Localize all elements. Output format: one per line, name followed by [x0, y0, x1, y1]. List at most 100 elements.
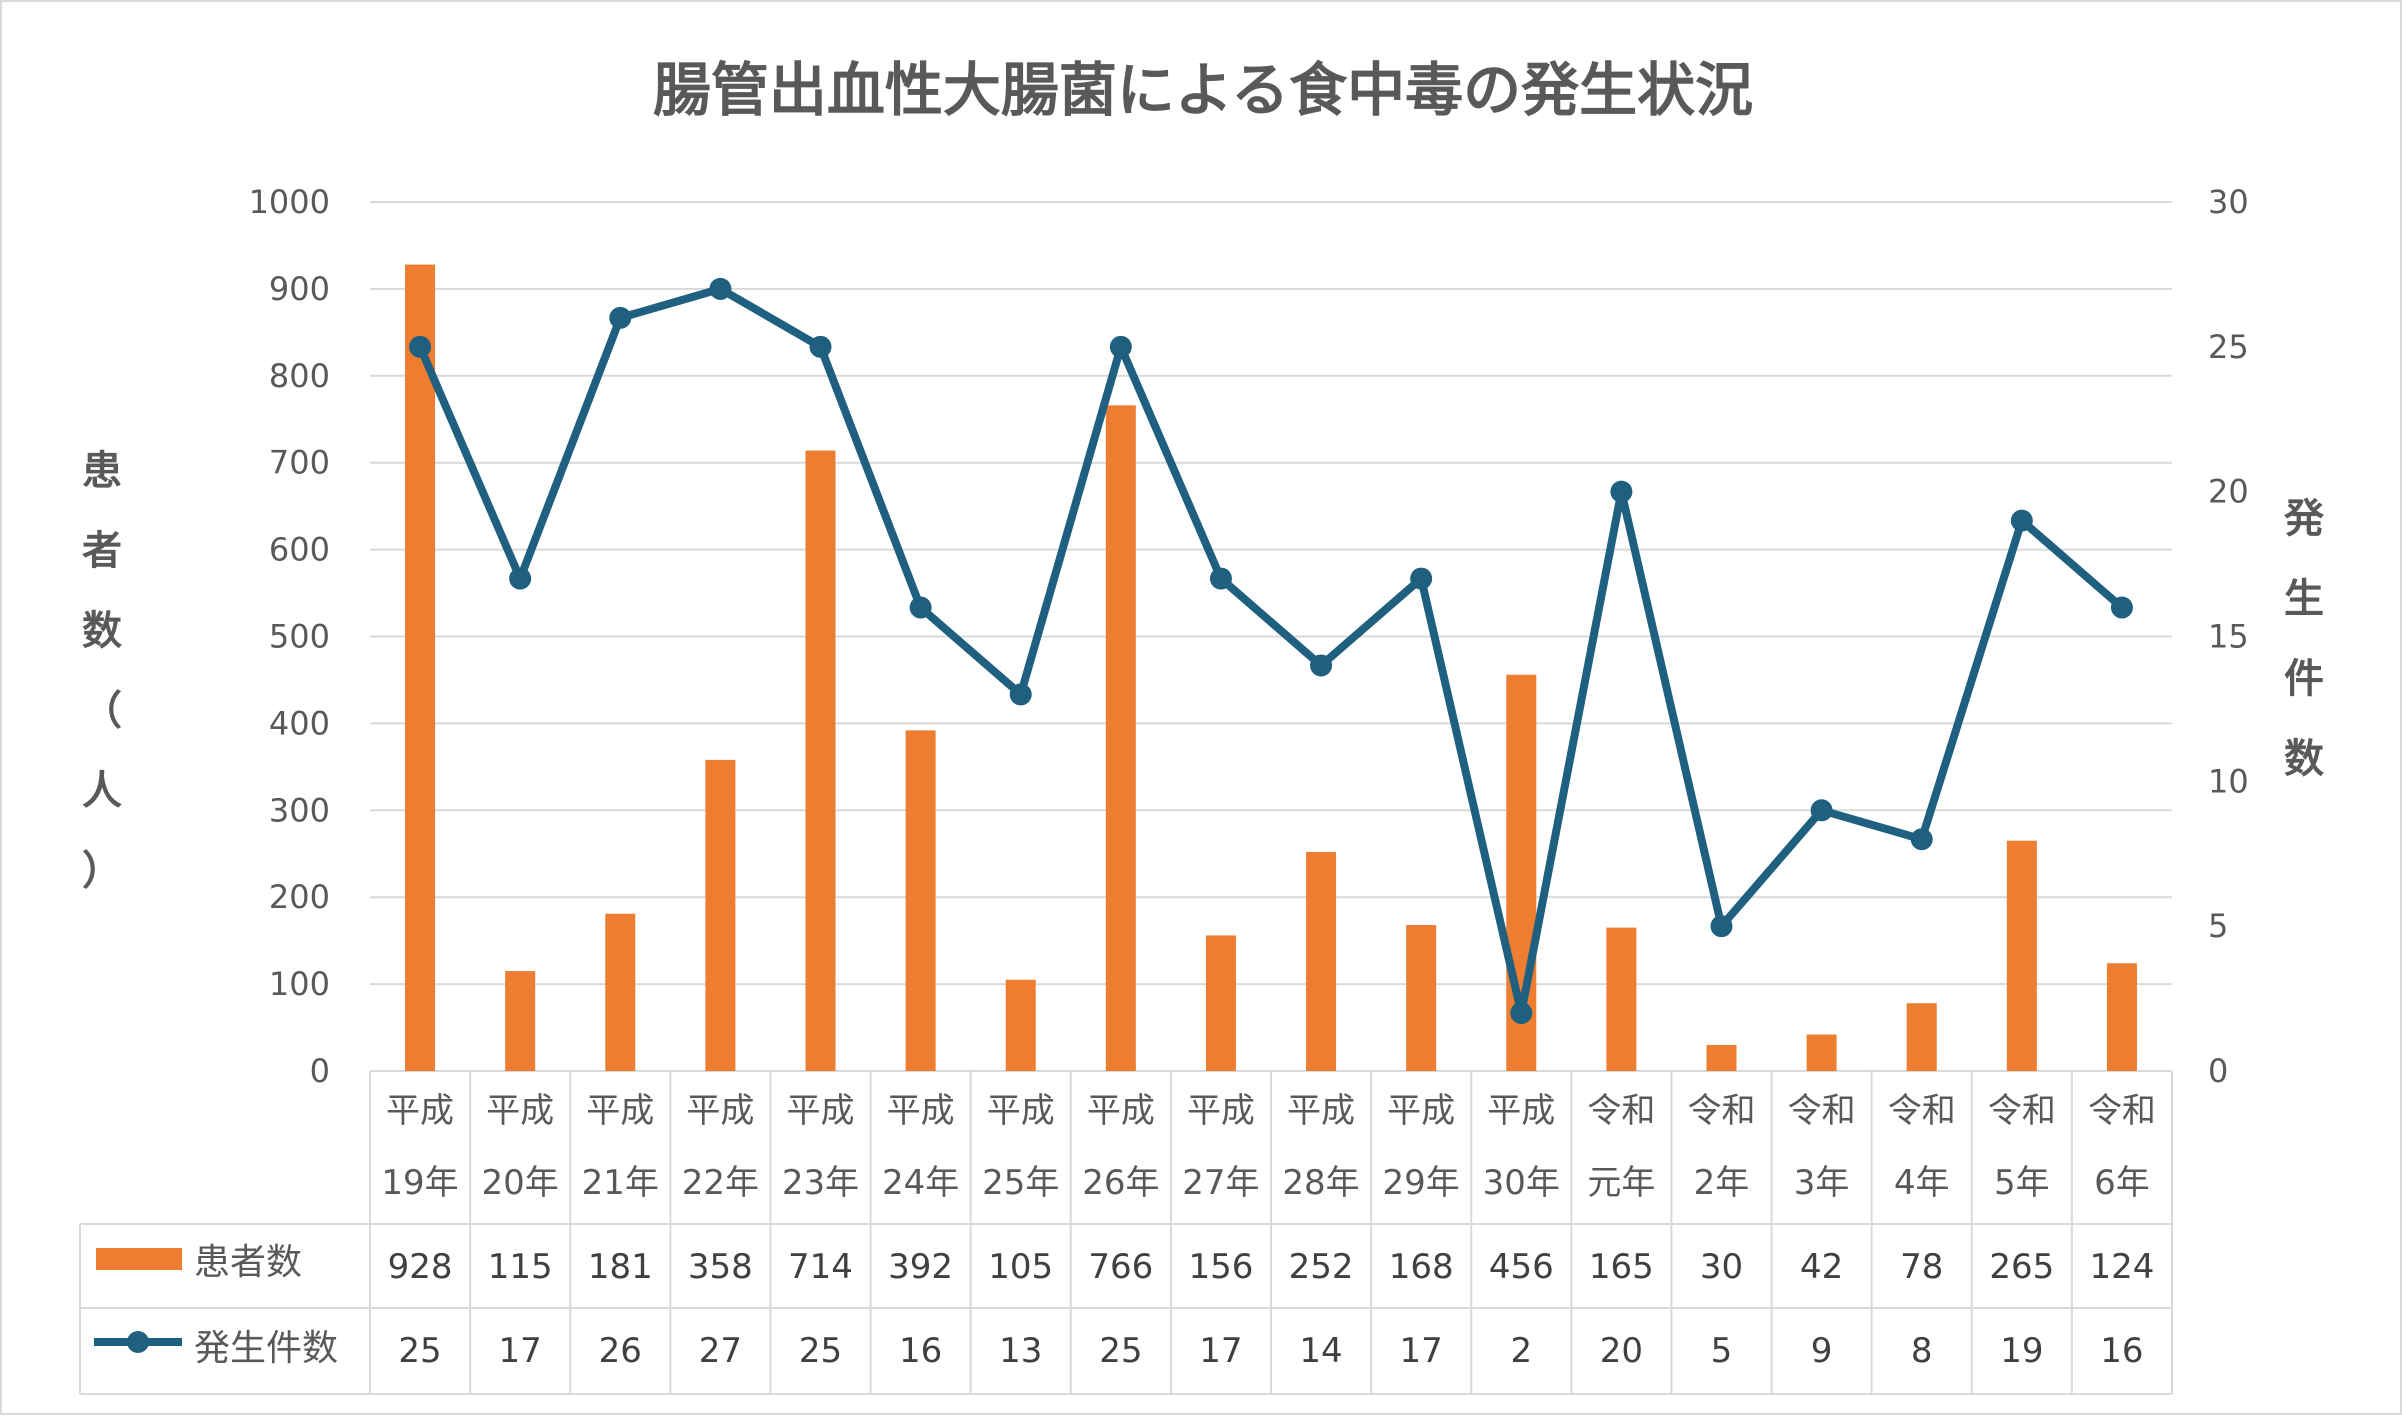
table-cell-incidents: 26 [599, 1331, 642, 1371]
left-tick-label: 1000 [249, 183, 330, 221]
table-cell-incidents: 2 [1510, 1331, 1532, 1371]
category-label: 4年 [1894, 1163, 1950, 1203]
table-cell-incidents: 16 [899, 1331, 942, 1371]
category-label: 平成 [987, 1091, 1055, 1131]
bar [1806, 1034, 1837, 1071]
line-point [1710, 915, 1733, 938]
category-label: 5年 [1994, 1163, 2050, 1203]
category-label: 26年 [1082, 1163, 1159, 1203]
right-axis-title-char: 数 [2284, 736, 2324, 782]
category-label: 22年 [682, 1163, 759, 1203]
bar [1606, 927, 1637, 1071]
category-label: 平成 [1487, 1091, 1555, 1131]
legend-label-bar: 患者数 [194, 1242, 302, 1283]
table-cell-patients: 30 [1700, 1247, 1743, 1287]
category-label: 2年 [1694, 1163, 1750, 1203]
table-cell-patients: 252 [1289, 1247, 1354, 1287]
bar [1706, 1044, 1737, 1071]
right-tick-label: 25 [2208, 328, 2249, 366]
right-axis-title: 発生件数 [2284, 496, 2325, 782]
table-cell-patients: 165 [1589, 1247, 1654, 1287]
category-label: 23年 [782, 1163, 859, 1203]
table-cell-incidents: 25 [398, 1331, 441, 1371]
bar [405, 264, 436, 1071]
left-axis-title-char: 数 [82, 608, 122, 654]
table-cell-patients: 265 [1989, 1247, 2054, 1287]
category-label: 平成 [686, 1091, 754, 1131]
legend-key-marker [127, 1331, 149, 1353]
category-label: 平成 [586, 1091, 654, 1131]
bar [1406, 925, 1437, 1071]
left-tick-label: 400 [269, 704, 330, 742]
table-cell-incidents: 14 [1299, 1331, 1342, 1371]
left-tick-label: 900 [269, 270, 330, 308]
line-point [809, 335, 832, 358]
line-point [1510, 1002, 1533, 1025]
line-point [1410, 567, 1433, 590]
left-y-axis: 0 100 200 300 400 500 600 700 800 900 1000 [249, 183, 330, 1090]
bar [1906, 1003, 1937, 1071]
category-label: 平成 [1087, 1091, 1155, 1131]
table-cell-patients: 766 [1088, 1247, 1153, 1287]
table-cell-incidents: 17 [1199, 1331, 1242, 1371]
table-cell-incidents: 8 [1911, 1331, 1933, 1371]
bar [2106, 963, 2137, 1071]
bar [2006, 840, 2037, 1071]
category-label: 30年 [1483, 1163, 1560, 1203]
right-tick-label: 30 [2208, 183, 2249, 221]
category-label: 21年 [582, 1163, 659, 1203]
category-label: 20年 [482, 1163, 559, 1203]
category-label: 平成 [1187, 1091, 1255, 1131]
bar [805, 450, 836, 1071]
left-tick-label: 300 [269, 791, 330, 829]
data-table: 平成19年平成20年平成21年平成22年平成23年平成24年平成25年平成26年… [79, 1071, 2173, 1395]
category-label: 平成 [486, 1091, 554, 1131]
category-label: 19年 [381, 1163, 458, 1203]
category-label: 平成 [1387, 1091, 1455, 1131]
line-point [909, 596, 932, 619]
category-label: 平成 [787, 1091, 855, 1131]
right-tick-label: 10 [2208, 762, 2249, 800]
table-cell-incidents: 27 [699, 1331, 742, 1371]
table-cell-incidents: 25 [1099, 1331, 1142, 1371]
table-cell-patients: 115 [488, 1247, 553, 1287]
bar [1105, 405, 1136, 1071]
table-cell-incidents: 13 [999, 1331, 1042, 1371]
line-point [1310, 654, 1333, 677]
table-cell-patients: 105 [988, 1247, 1053, 1287]
right-axis-title-char: 発 [2284, 496, 2325, 542]
gridlines [370, 201, 2172, 1072]
table-cell-patients: 78 [1900, 1247, 1943, 1287]
table-cell-patients: 124 [2089, 1247, 2154, 1287]
right-axis-title-char: 件 [2284, 656, 2324, 702]
category-label: 6年 [2094, 1163, 2150, 1203]
right-tick-label: 20 [2208, 473, 2249, 511]
table-cell-patients: 42 [1800, 1247, 1843, 1287]
left-axis-title-char: （ [82, 688, 122, 734]
line-point [1910, 828, 1933, 851]
left-tick-label: 0 [310, 1052, 330, 1090]
bar [505, 971, 536, 1071]
left-tick-label: 100 [269, 965, 330, 1003]
category-label: 27年 [1182, 1163, 1259, 1203]
table-cell-patients: 928 [388, 1247, 453, 1287]
category-label: 令和 [1587, 1091, 1655, 1131]
bar [705, 759, 736, 1071]
table-cell-incidents: 17 [499, 1331, 542, 1371]
line-point [709, 277, 732, 300]
line-path [416, 284, 2125, 1018]
table-cell-incidents: 17 [1400, 1331, 1443, 1371]
line-point [409, 335, 432, 358]
category-label: 平成 [887, 1091, 955, 1131]
bar [1005, 979, 1036, 1071]
category-label: 24年 [882, 1163, 959, 1203]
category-label: 平成 [386, 1091, 454, 1131]
left-axis-title-char: ） [82, 848, 122, 894]
left-axis-title: 患者数 （ 人 ） [82, 448, 122, 894]
bar [1205, 935, 1236, 1071]
category-label: 令和 [1888, 1091, 1956, 1131]
right-axis-title-char: 生 [2284, 576, 2324, 622]
right-tick-label: 5 [2208, 907, 2228, 945]
left-tick-label: 200 [269, 878, 330, 916]
